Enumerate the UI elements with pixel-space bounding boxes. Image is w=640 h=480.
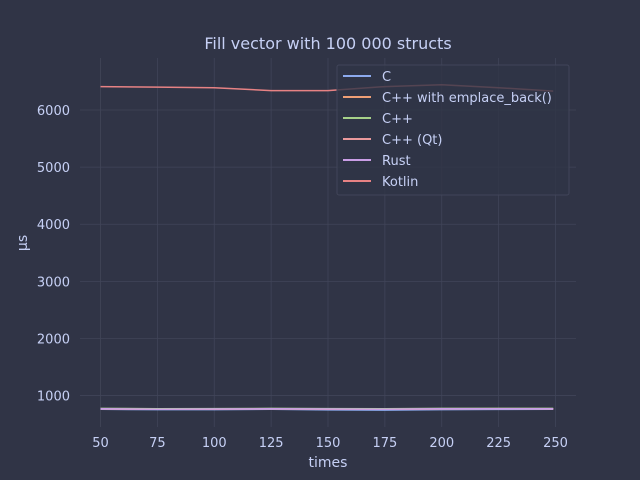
x-tick-label: 175 xyxy=(372,436,397,451)
x-axis-label: times xyxy=(309,455,348,471)
y-tick-label: 2000 xyxy=(37,332,70,347)
legend-label: C++ (Qt) xyxy=(382,133,442,148)
legend-box xyxy=(336,64,570,196)
legend-label: C++ with emplace_back() xyxy=(382,91,552,106)
x-tick-label: 200 xyxy=(429,436,454,451)
x-tick-label: 150 xyxy=(316,436,341,451)
legend-label: C xyxy=(382,70,391,85)
series-layer xyxy=(100,84,554,411)
legend: C C++ with emplace_back() C++ C++ (Qt) Rust K… xyxy=(336,64,570,196)
x-tick-label: 100 xyxy=(202,436,227,451)
x-ticks: 50 75 100 125 150 175 200 225 250 xyxy=(92,436,568,451)
x-tick-label: 125 xyxy=(259,436,284,451)
x-tick-label: 225 xyxy=(486,436,511,451)
chart-title: Fill vector with 100 000 structs xyxy=(204,34,451,53)
x-tick-label: 50 xyxy=(92,436,109,451)
legend-label: Rust xyxy=(382,154,411,169)
y-ticks: 1000 2000 3000 4000 5000 6000 xyxy=(37,104,70,405)
y-tick-label: 4000 xyxy=(37,218,70,233)
x-tick-label: 250 xyxy=(543,436,568,451)
legend-label: Kotlin xyxy=(382,175,418,190)
y-tick-label: 5000 xyxy=(37,161,70,176)
series-line-4 xyxy=(100,407,554,410)
legend-label: C++ xyxy=(382,112,413,127)
y-tick-label: 3000 xyxy=(37,275,70,290)
x-tick-label: 75 xyxy=(149,436,166,451)
y-tick-label: 1000 xyxy=(37,390,70,405)
y-axis-label: μs xyxy=(15,235,31,251)
y-tick-label: 6000 xyxy=(37,104,70,119)
